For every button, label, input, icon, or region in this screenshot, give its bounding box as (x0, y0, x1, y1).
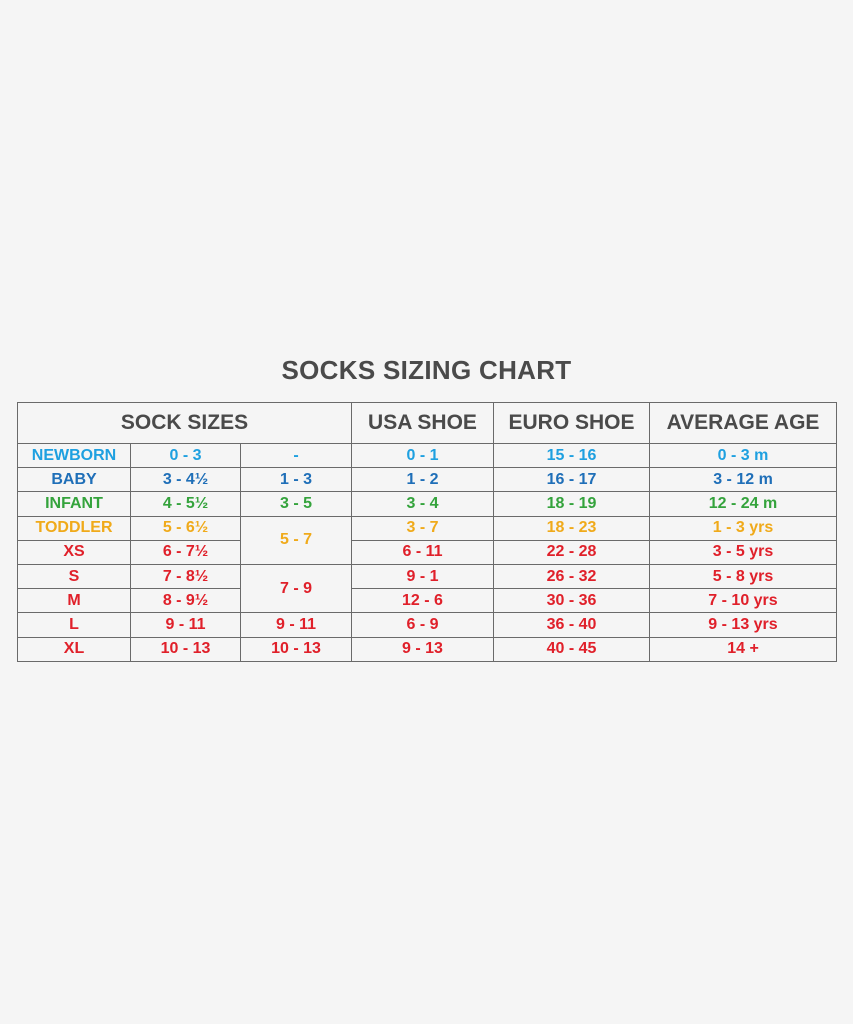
alt-size-range: 9 - 11 (240, 612, 352, 638)
average-age-cell: 9 - 13 yrs (649, 612, 837, 638)
table-row: BABY 3 - 4½ 1 - 3 1 - 2 16 - 17 3 - 12 m (17, 467, 837, 493)
size-label: NEWBORN (17, 442, 131, 469)
size-label: XS (17, 539, 131, 565)
average-age-cell: 3 - 5 yrs (649, 539, 837, 565)
size-range: 10 - 13 (130, 636, 241, 662)
usa-shoe-cell: 9 - 13 (351, 636, 494, 662)
table-row: L 9 - 11 9 - 11 6 - 9 36 - 40 9 - 13 yrs (17, 612, 837, 638)
table-row: INFANT 4 - 5½ 3 - 5 3 - 4 18 - 19 12 - 2… (17, 491, 837, 517)
euro-shoe-cell: 18 - 23 (493, 515, 650, 541)
alt-size-range: - (240, 442, 352, 469)
euro-shoe-cell: 26 - 32 (493, 563, 650, 590)
usa-shoe-cell: 9 - 1 (351, 563, 494, 590)
usa-shoe-cell: 6 - 9 (351, 612, 494, 638)
size-label: L (17, 612, 131, 638)
alt-size-range: 1 - 3 (240, 467, 352, 493)
table-row: S 7 - 8½ 7 - 9 9 - 1 26 - 32 5 - 8 yrs (17, 563, 837, 614)
size-range: 7 - 8½ (130, 563, 241, 590)
size-range: 8 - 9½ (130, 588, 241, 614)
table-row: XL 10 - 13 10 - 13 9 - 13 40 - 45 14 + (17, 636, 837, 662)
size-range: 4 - 5½ (130, 491, 241, 517)
alt-size-range: 3 - 5 (240, 491, 352, 517)
alt-size-range: 7 - 9 (240, 563, 352, 614)
euro-shoe-cell: 16 - 17 (493, 467, 650, 493)
header-average-age: AVERAGE AGE (649, 402, 837, 444)
sizing-table: SOCK SIZES USA SHOE EURO SHOE AVERAGE AG… (17, 402, 837, 662)
average-age-cell: 5 - 8 yrs (649, 563, 837, 590)
header-row: SOCK SIZES USA SHOE EURO SHOE AVERAGE AG… (17, 402, 837, 444)
size-label: BABY (17, 467, 131, 493)
usa-shoe-cell: 3 - 7 (351, 515, 494, 541)
size-range: 9 - 11 (130, 612, 241, 638)
header-sock-sizes: SOCK SIZES (17, 402, 352, 444)
usa-shoe-cell: 12 - 6 (351, 588, 494, 614)
chart-title: SOCKS SIZING CHART (281, 355, 572, 385)
table-row: NEWBORN 0 - 3 - 0 - 1 15 - 16 0 - 3 m (17, 442, 837, 469)
average-age-cell: 12 - 24 m (649, 491, 837, 517)
table-row: XS 6 - 7½ 6 - 11 22 - 28 3 - 5 yrs (17, 539, 837, 565)
alt-size-range: 10 - 13 (240, 636, 352, 662)
euro-shoe-cell: 40 - 45 (493, 636, 650, 662)
size-range: 0 - 3 (130, 442, 241, 469)
usa-shoe-cell: 1 - 2 (351, 467, 494, 493)
header-euro-shoe: EURO SHOE (493, 402, 650, 444)
euro-shoe-cell: 30 - 36 (493, 588, 650, 614)
table-row: TODDLER 5 - 6½ 5 - 7 3 - 7 18 - 23 1 - 3… (17, 515, 837, 565)
euro-shoe-cell: 15 - 16 (493, 442, 650, 469)
size-range: 5 - 6½ (130, 515, 241, 541)
table-row: M 8 - 9½ 12 - 6 30 - 36 7 - 10 yrs (17, 588, 837, 614)
euro-shoe-cell: 36 - 40 (493, 612, 650, 638)
size-label: XL (17, 636, 131, 662)
size-label: M (17, 588, 131, 614)
usa-shoe-cell: 3 - 4 (351, 491, 494, 517)
euro-shoe-cell: 18 - 19 (493, 491, 650, 517)
average-age-cell: 7 - 10 yrs (649, 588, 837, 614)
average-age-cell: 1 - 3 yrs (649, 515, 837, 541)
size-label: INFANT (17, 491, 131, 517)
size-range: 3 - 4½ (130, 467, 241, 493)
average-age-cell: 0 - 3 m (649, 442, 837, 469)
average-age-cell: 3 - 12 m (649, 467, 837, 493)
average-age-cell: 14 + (649, 636, 837, 662)
size-label: S (17, 563, 131, 590)
size-label: TODDLER (17, 515, 131, 541)
euro-shoe-cell: 22 - 28 (493, 539, 650, 565)
header-usa-shoe: USA SHOE (351, 402, 494, 444)
size-range: 6 - 7½ (130, 539, 241, 565)
alt-size-range: 5 - 7 (240, 515, 352, 565)
usa-shoe-cell: 0 - 1 (351, 442, 494, 469)
usa-shoe-cell: 6 - 11 (351, 539, 494, 565)
